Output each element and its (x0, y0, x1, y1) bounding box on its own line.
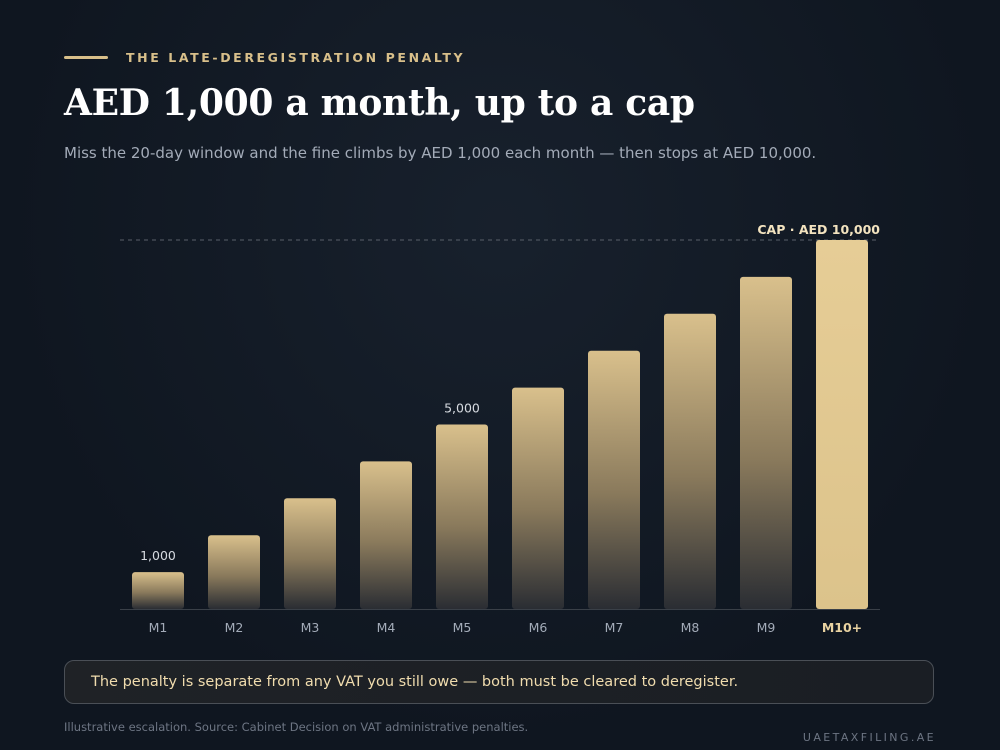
bar-m3 (284, 498, 336, 609)
x-tick-label: M10+ (822, 620, 862, 635)
bar-m1 (132, 572, 184, 609)
note-banner: The penalty is separate from any VAT you… (64, 660, 934, 704)
bar-m8 (664, 313, 716, 609)
bar-m7 (588, 350, 640, 609)
bar-m5 (436, 424, 488, 609)
cap-label: CAP · AED 10,000 (757, 222, 880, 237)
bar-m4 (360, 461, 412, 609)
x-tick-label: M8 (681, 620, 700, 635)
x-tick-label: M6 (529, 620, 548, 635)
data-label: 1,000 (140, 548, 176, 563)
kicker-text: THE LATE-DEREGISTRATION PENALTY (126, 50, 466, 65)
x-tick-label: M3 (301, 620, 320, 635)
bar-m2 (208, 535, 260, 609)
bar-m6 (512, 387, 564, 609)
bar-m10-plus (816, 240, 868, 609)
kicker: THE LATE-DEREGISTRATION PENALTY (64, 50, 465, 65)
data-label: 5,000 (444, 401, 480, 416)
kicker-rule (64, 56, 108, 59)
x-tick-label: M7 (605, 620, 624, 635)
chart-title: AED 1,000 a month, up to a cap (64, 82, 695, 124)
x-tick-label: M9 (757, 620, 776, 635)
bars-group: CAP · AED 10,000 M1 M2 M3 M4 M5 M6 M7 M8 M9 M10+ 1,… (120, 222, 880, 635)
x-tick-label: M1 (149, 620, 168, 635)
x-tick-label: M4 (377, 620, 396, 635)
chart-subtitle: Miss the 20-day window and the fine clim… (64, 144, 817, 162)
brand-mark: UAETAXFILING.AE (802, 731, 936, 744)
x-tick-label: M2 (225, 620, 244, 635)
x-tick-label: M5 (453, 620, 472, 635)
bar-m9 (740, 276, 792, 609)
source-note: Illustrative escalation. Source: Cabinet… (64, 720, 529, 734)
